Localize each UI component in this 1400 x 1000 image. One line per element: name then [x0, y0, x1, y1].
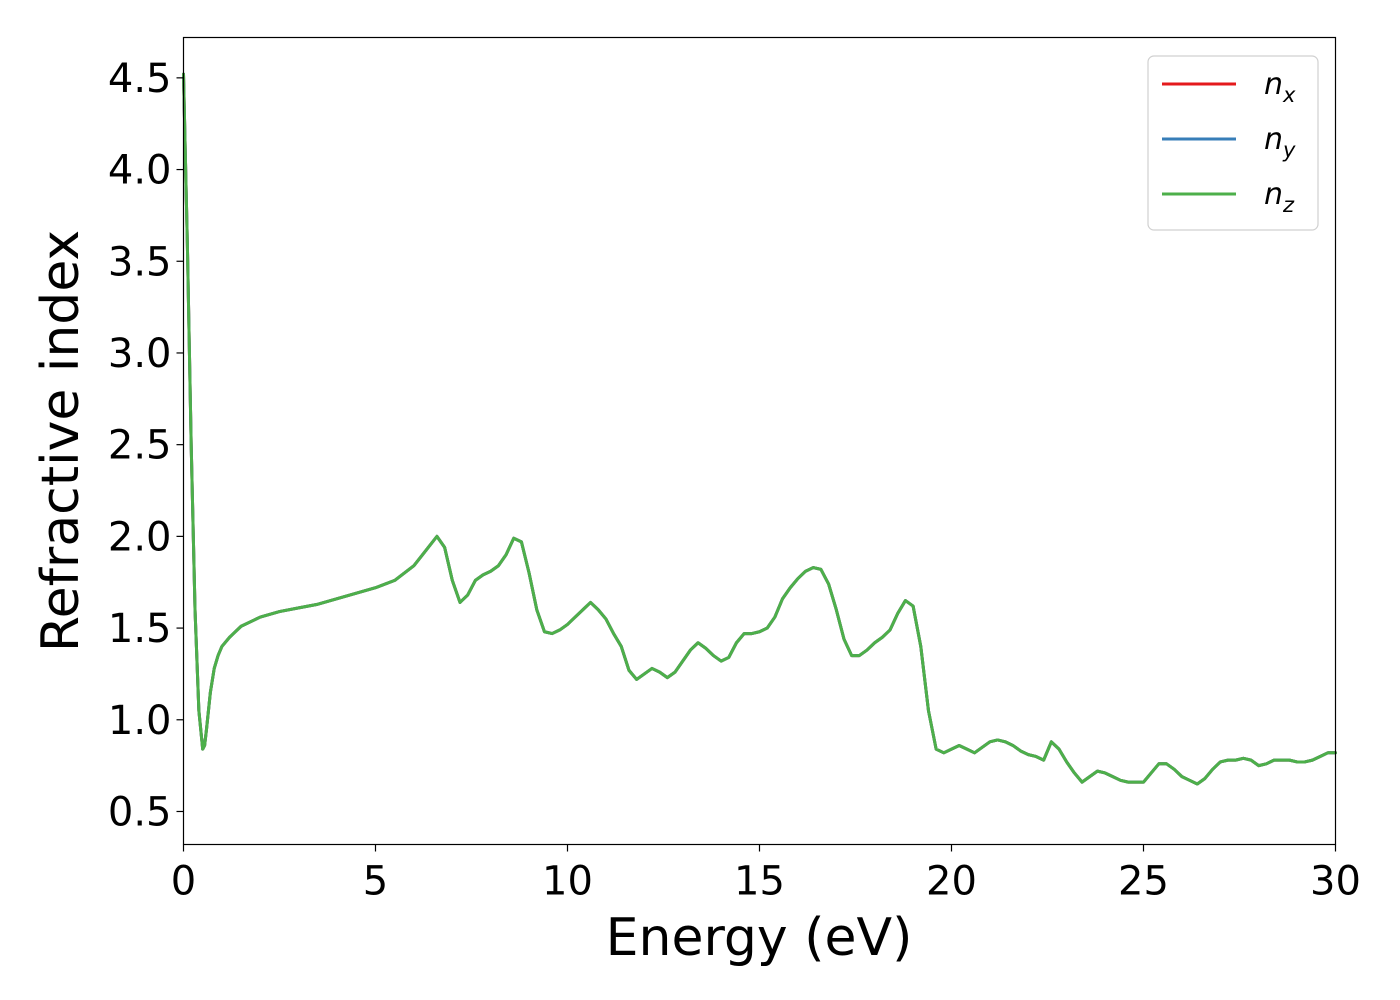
series-line-nz: [182, 72, 1337, 786]
y-tick-label: 4.5: [108, 56, 172, 102]
x-tick-label: 0: [171, 859, 196, 905]
series-layer: [182, 72, 1337, 786]
y-tick-label: 1.0: [108, 698, 172, 744]
x-tick-label: 5: [363, 859, 388, 905]
x-tick-label: 25: [1118, 859, 1169, 905]
y-tick-label: 2.0: [108, 514, 172, 560]
x-axis-ticks: 0 5 10 15 20 25 30: [171, 844, 1361, 905]
x-tick-label: 10: [542, 859, 593, 905]
x-axis-label: Energy (eV): [606, 908, 913, 968]
x-tick-label: 15: [734, 859, 785, 905]
y-tick-label: 3.0: [108, 331, 172, 377]
y-tick-label: 0.5: [108, 789, 172, 835]
legend-frame: [1147, 55, 1319, 231]
legend-label-ny: ny: [1264, 122, 1296, 162]
legend-label-nz: nz: [1264, 177, 1295, 217]
y-tick-label: 4.0: [108, 148, 172, 194]
x-tick-label: 20: [926, 859, 977, 905]
x-tick-label: 30: [1310, 859, 1361, 905]
y-tick-label: 2.5: [108, 423, 172, 469]
y-tick-label: 1.5: [108, 606, 172, 652]
plot-area: [182, 36, 1337, 846]
legend-label-nx: nx: [1264, 67, 1296, 107]
y-axis-label: Refractive index: [31, 230, 91, 652]
y-axis-ticks: 0.5 1.0 1.5 2.0 2.5 3.0 3.5 4.0 4.5: [108, 56, 184, 835]
y-tick-label: 3.5: [108, 239, 172, 285]
legend: nx ny nz: [1147, 55, 1319, 231]
